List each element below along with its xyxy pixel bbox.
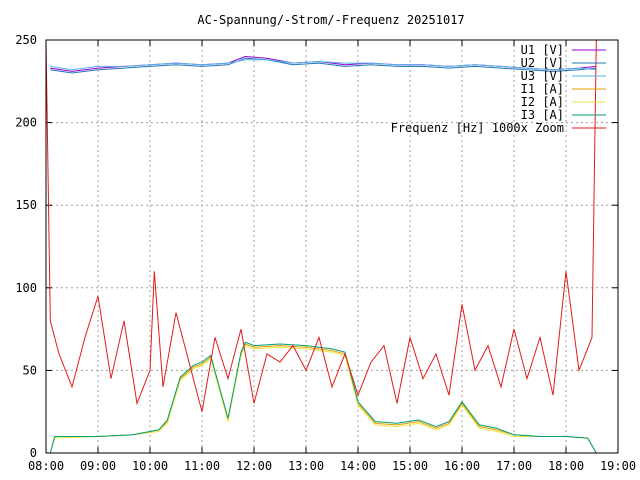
series-line [50,59,597,71]
legend-label: I3 [A] [521,108,564,122]
plot-area [45,39,597,454]
x-axis-labels: 08:00 09:00 10:00 11:00 12:00 13:00 14:00 15:00… [28,459,636,473]
y-tick-label: 0 [30,446,37,460]
x-tick-label: 08:00 [28,459,64,473]
x-tick-label: 12:00 [236,459,272,473]
legend: U1 [V]U2 [V]U3 [V]I1 [A]I2 [A]I3 [A]Freq… [391,43,606,135]
legend-label: U3 [V] [521,69,564,83]
y-tick-label: 250 [15,33,37,47]
x-tick-label: 19:00 [600,459,636,473]
y-tick-label: 50 [23,363,37,377]
x-tick-label: 18:00 [548,459,584,473]
x-tick-label: 16:00 [444,459,480,473]
grid [46,40,618,453]
x-tick-label: 13:00 [288,459,324,473]
legend-label: U2 [V] [521,56,564,70]
series-line [49,344,597,454]
y-tick-label: 150 [15,198,37,212]
legend-label: U1 [V] [521,43,564,57]
series-line [45,39,597,412]
legend-label: I2 [A] [521,95,564,109]
series-line [49,341,597,454]
x-tick-label: 10:00 [132,459,168,473]
legend-label: I1 [A] [521,82,564,96]
x-tick-label: 14:00 [340,459,376,473]
y-axis-labels: 0 50 100 150 200 250 [15,33,37,460]
x-tick-label: 15:00 [392,459,428,473]
x-tick-label: 17:00 [496,459,532,473]
legend-label: Frequenz [Hz] 1000x Zoom [391,121,564,135]
y-tick-label: 100 [15,281,37,295]
y-tick-label: 200 [15,116,37,130]
series-line [50,57,597,74]
x-tick-label: 11:00 [184,459,220,473]
chart-title: AC-Spannung/-Strom/-Frequenz 20251017 [197,13,464,27]
x-tick-label: 09:00 [80,459,116,473]
plot-frame [45,39,619,454]
